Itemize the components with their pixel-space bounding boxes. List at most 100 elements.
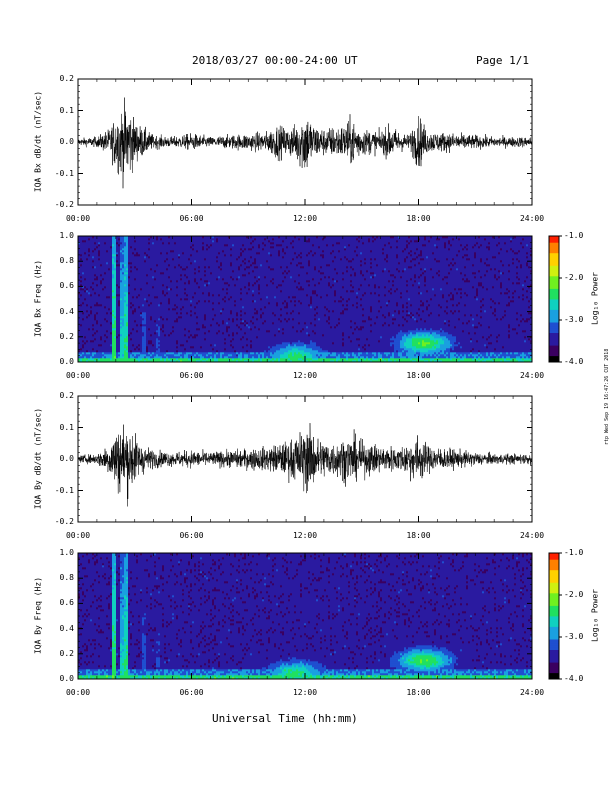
chart-svg-0	[0, 0, 612, 792]
xtick-label: 18:00	[405, 371, 433, 380]
colorbar-cell	[549, 236, 559, 239]
colorbar-label: Log₁₀ Power	[591, 586, 600, 646]
xtick-label: 24:00	[518, 531, 546, 540]
colorbar-cell	[549, 570, 559, 573]
xtick-label: 18:00	[405, 531, 433, 540]
chart-svg-1	[0, 0, 612, 792]
colorbar-cell	[549, 574, 559, 577]
colorbar-cell	[549, 620, 559, 623]
colorbar-cell	[549, 618, 559, 621]
plot-frame-2	[78, 396, 532, 522]
colorbar-cell	[549, 347, 559, 350]
colorbar-cell	[549, 253, 559, 256]
colorbar-cell	[549, 328, 559, 331]
colorbar-cell	[549, 305, 559, 308]
colorbar-cell	[549, 631, 559, 634]
colorbar-cell	[549, 314, 559, 317]
ytick-label: 0.1	[54, 106, 74, 115]
colorbar-cell	[549, 352, 559, 355]
colorbar-svg-1	[0, 0, 612, 792]
colorbar-cell	[549, 606, 559, 609]
yaxis-label: IQA Bx dB/dt (nT/sec)	[34, 82, 43, 202]
colorbar-cell	[549, 669, 559, 672]
colorbar-cell	[549, 614, 559, 617]
xtick-label: 06:00	[178, 688, 206, 697]
colorbar-cell	[549, 259, 559, 262]
ytick-label: 0.0	[54, 674, 74, 683]
colorbar-cell	[549, 677, 559, 680]
colorbar-cell	[549, 553, 559, 556]
series-line-2	[78, 423, 532, 506]
colorbar-cell	[549, 610, 559, 613]
colorbar-cell	[549, 297, 559, 300]
xtick-label: 00:00	[64, 688, 92, 697]
colorbar-cell	[549, 612, 559, 615]
colorbar-cell	[549, 270, 559, 273]
colorbar-tick: -4.0	[564, 674, 583, 683]
colorbar-cell	[549, 240, 559, 243]
xtick-label: 00:00	[64, 214, 92, 223]
colorbar-cell	[549, 238, 559, 241]
page-title: 2018/03/27 00:00-24:00 UT	[192, 54, 358, 67]
colorbar-cell	[549, 268, 559, 271]
colorbar-cell	[549, 324, 559, 327]
colorbar-cell	[549, 322, 559, 325]
ytick-label: -0.2	[54, 517, 74, 526]
colorbar-cell	[549, 664, 559, 667]
colorbar-cell	[549, 289, 559, 292]
colorbar-label: Log₁₀ Power	[591, 269, 600, 329]
colorbar-cell	[549, 301, 559, 304]
colorbar-cell	[549, 627, 559, 630]
colorbar-tick: -2.0	[564, 590, 583, 599]
colorbar-cell	[549, 582, 559, 585]
colorbar-cell	[549, 597, 559, 600]
colorbar-cell	[549, 358, 559, 361]
colorbar-cell	[549, 257, 559, 260]
colorbar-tick: -3.0	[564, 632, 583, 641]
colorbar-tick: -2.0	[564, 273, 583, 282]
colorbar-cell	[549, 645, 559, 648]
colorbar-cell	[549, 561, 559, 564]
colorbar-cell	[549, 568, 559, 571]
ytick-label: 1.0	[54, 231, 74, 240]
colorbar-cell	[549, 595, 559, 598]
colorbar-cell	[549, 249, 559, 252]
ytick-label: 0.0	[54, 137, 74, 146]
colorbar-cell	[549, 585, 559, 588]
colorbar-cell	[549, 333, 559, 336]
colorbar-cell	[549, 255, 559, 258]
colorbar-cell	[549, 557, 559, 560]
spectrogram-cells-1	[78, 236, 532, 362]
colorbar-cell	[549, 673, 559, 676]
colorbar-cell	[549, 576, 559, 579]
colorbar-cell	[549, 282, 559, 285]
colorbar-cell	[549, 356, 559, 359]
colorbar-cell	[549, 633, 559, 636]
colorbar-cell	[549, 599, 559, 602]
xtick-label: 06:00	[178, 371, 206, 380]
colorbar-cell	[549, 310, 559, 313]
ytick-label: -0.1	[54, 486, 74, 495]
colorbar-cell	[549, 603, 559, 606]
colorbar-cell	[549, 345, 559, 348]
colorbar-cell	[549, 247, 559, 250]
colorbar-cell	[549, 280, 559, 283]
spectrogram-cells-3	[78, 553, 532, 679]
colorbar-cell	[549, 251, 559, 254]
colorbar-cell	[549, 650, 559, 653]
colorbar-cell	[549, 341, 559, 344]
colorbar-cell	[549, 666, 559, 669]
colorbar-cell	[549, 635, 559, 638]
ytick-label: -0.2	[54, 200, 74, 209]
colorbar-cell	[549, 572, 559, 575]
xtick-label: 18:00	[405, 214, 433, 223]
xtick-label: 00:00	[64, 531, 92, 540]
colorbar-tick: -4.0	[564, 357, 583, 366]
xtick-label: 18:00	[405, 688, 433, 697]
yaxis-label: IQA By Freq (Hz)	[34, 556, 43, 676]
yaxis-label: IQA By dB/dt (nT/sec)	[34, 399, 43, 519]
colorbar-cell	[549, 643, 559, 646]
ytick-label: 0.1	[54, 423, 74, 432]
colorbar-cell	[549, 578, 559, 581]
colorbar-cell	[549, 587, 559, 590]
